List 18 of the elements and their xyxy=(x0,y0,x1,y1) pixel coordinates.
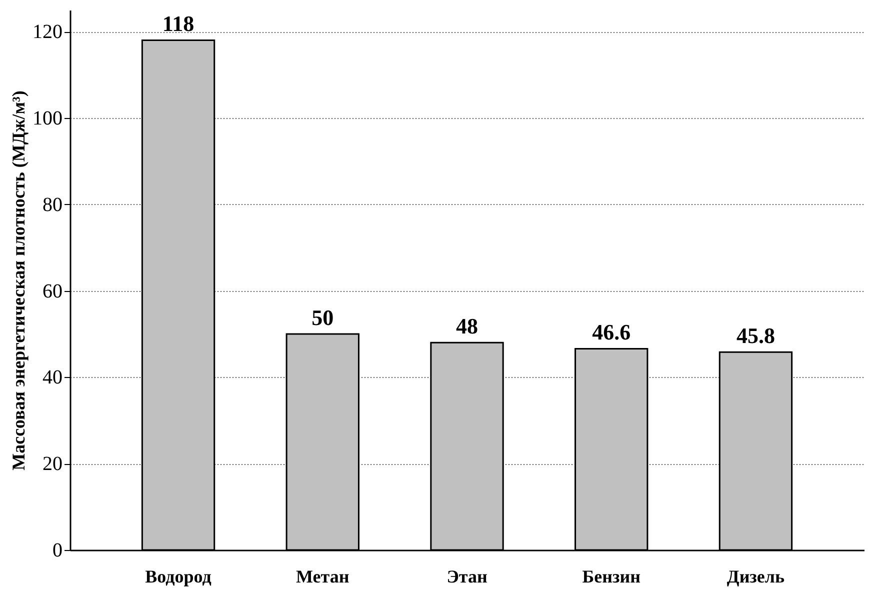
x-tick-label: Дизель xyxy=(726,566,785,586)
y-tick-label: 0 xyxy=(52,540,62,562)
x-tick-label: Бензин xyxy=(582,566,640,586)
data-label: 46.6 xyxy=(592,320,631,345)
y-tick-label: 20 xyxy=(42,453,62,476)
y-tick-label: 80 xyxy=(42,194,62,216)
data-label: 118 xyxy=(162,11,194,36)
y-axis-title: Массовая энергетическая плотность (МДж/м³) xyxy=(8,90,28,470)
y-tick-label: 100 xyxy=(32,108,62,130)
x-tick-label: Водород xyxy=(145,566,212,586)
y-tick-label: 120 xyxy=(32,21,62,44)
x-tick-label: Этан xyxy=(446,566,488,586)
data-label: 45.8 xyxy=(736,323,775,348)
y-tick-label: 60 xyxy=(42,280,62,302)
y-tick-label: 40 xyxy=(42,366,62,389)
data-label: 50 xyxy=(312,305,334,330)
data-label: 48 xyxy=(456,314,478,339)
x-tick-label: Метан xyxy=(296,566,350,586)
